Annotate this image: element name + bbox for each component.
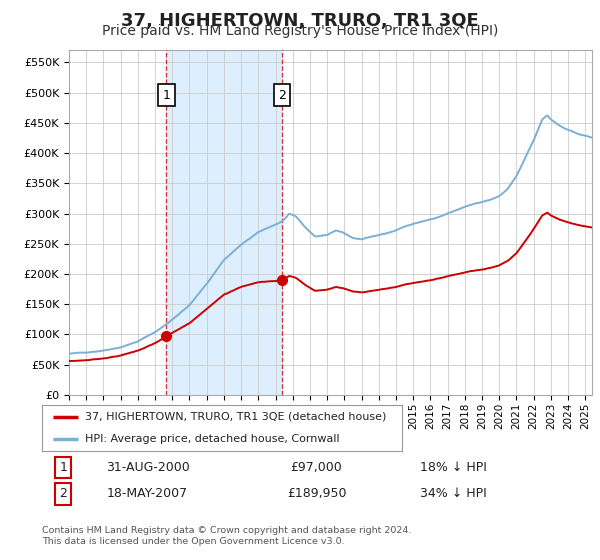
Text: £97,000: £97,000 xyxy=(290,461,343,474)
Bar xyxy=(166,50,282,395)
Text: 37, HIGHERTOWN, TRURO, TR1 3QE: 37, HIGHERTOWN, TRURO, TR1 3QE xyxy=(121,12,479,30)
Text: 2: 2 xyxy=(278,88,286,102)
Text: 1: 1 xyxy=(163,88,170,102)
Text: 31-AUG-2000: 31-AUG-2000 xyxy=(106,461,190,474)
Text: 37, HIGHERTOWN, TRURO, TR1 3QE (detached house): 37, HIGHERTOWN, TRURO, TR1 3QE (detached… xyxy=(85,412,386,422)
Text: HPI: Average price, detached house, Cornwall: HPI: Average price, detached house, Corn… xyxy=(85,434,340,444)
Text: £189,950: £189,950 xyxy=(287,487,346,501)
Text: 18-MAY-2007: 18-MAY-2007 xyxy=(107,487,188,501)
Text: 18% ↓ HPI: 18% ↓ HPI xyxy=(421,461,487,474)
Text: Contains HM Land Registry data © Crown copyright and database right 2024.
This d: Contains HM Land Registry data © Crown c… xyxy=(42,526,412,546)
Text: 34% ↓ HPI: 34% ↓ HPI xyxy=(421,487,487,501)
Text: 1: 1 xyxy=(59,461,67,474)
Text: 2: 2 xyxy=(59,487,67,501)
Text: Price paid vs. HM Land Registry's House Price Index (HPI): Price paid vs. HM Land Registry's House … xyxy=(102,24,498,38)
